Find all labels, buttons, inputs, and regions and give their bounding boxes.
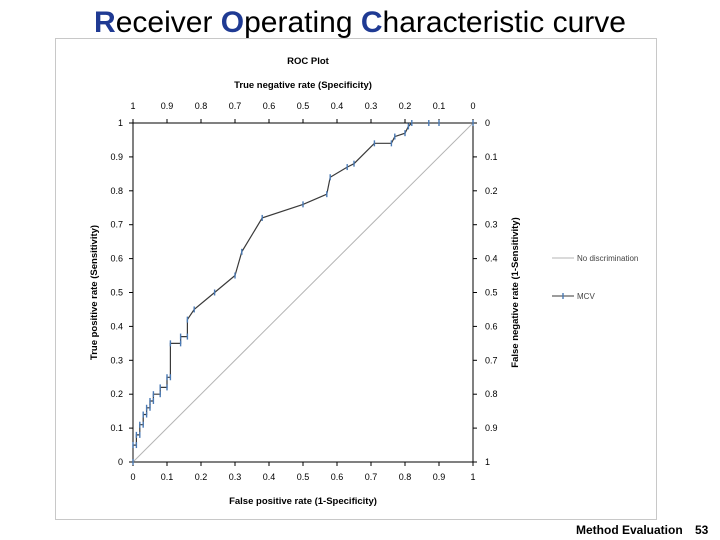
top-tick-label: 0 <box>470 101 475 111</box>
x-tick-label: 0.3 <box>229 472 242 482</box>
right-tick-label: 0.6 <box>485 321 498 331</box>
y-tick-label: 0.9 <box>110 152 123 162</box>
y-tick-label: 0.6 <box>110 254 123 264</box>
roc-figure: 0 1 0 1 0.1 0.9 0.1 0.9 0.2 0.8 0.2 0.8 0.3 0.7 0.3 0.7… <box>55 38 657 520</box>
page-number: 53 <box>695 523 709 537</box>
top-tick-label: 0.7 <box>229 101 242 111</box>
top-tick-label: 0.9 <box>161 101 174 111</box>
x-tick-label: 0.1 <box>161 472 174 482</box>
y-tick-label: 0.8 <box>110 186 123 196</box>
y-tick-label: 1 <box>118 118 123 128</box>
y-tick-label: 0.1 <box>110 423 123 433</box>
top-tick-label: 0.1 <box>433 101 446 111</box>
legend-label-no-discrimination: No discrimination <box>577 254 638 263</box>
right-tick-label: 0.5 <box>485 288 498 298</box>
y-tick-label: 0.3 <box>110 355 123 365</box>
top-tick-label: 1 <box>130 101 135 111</box>
right-tick-label: 0 <box>485 118 490 128</box>
top-tick-label: 0.2 <box>399 101 412 111</box>
x-tick-label: 0.6 <box>331 472 344 482</box>
right-tick-label: 0.9 <box>485 423 498 433</box>
x-tick-label: 0.9 <box>433 472 446 482</box>
top-axis-label: True negative rate (Specificity) <box>234 80 372 91</box>
x-axis-label: False positive rate (1-Specificity) <box>229 496 377 507</box>
no-discrimination-line <box>132 122 474 463</box>
y-tick-label: 0 <box>118 457 123 467</box>
top-tick-label: 0.6 <box>263 101 276 111</box>
y-axis-label: True positive rate (Sensitivity) <box>89 225 100 360</box>
title-part: Characteristic curve <box>360 6 626 39</box>
x-tick-label: 0.8 <box>399 472 412 482</box>
legend-label-mcv: MCV <box>577 292 595 301</box>
x-tick-label: 0.7 <box>365 472 378 482</box>
x-tick-label: 0.2 <box>195 472 208 482</box>
x-tick-label: 1 <box>470 472 475 482</box>
right-tick-label: 0.2 <box>485 186 498 196</box>
right-tick-label: 0.4 <box>485 254 498 264</box>
right-tick-label: 0.3 <box>485 220 498 230</box>
slide-title: Receiver Operating Characteristic curve <box>0 6 720 40</box>
right-tick-label: 0.8 <box>485 389 498 399</box>
x-tick-label: 0.4 <box>263 472 276 482</box>
top-tick-label: 0.8 <box>195 101 208 111</box>
x-tick-label: 0 <box>130 472 135 482</box>
right-tick-label: 1 <box>485 457 490 467</box>
chart-title: ROC Plot <box>287 56 330 67</box>
title-part: Operating <box>220 6 361 39</box>
top-tick-label: 0.3 <box>365 101 378 111</box>
right-tick-label: 0.1 <box>485 152 498 162</box>
right-tick-label: 0.7 <box>485 355 498 365</box>
y-tick-label: 0.2 <box>110 389 123 399</box>
y-tick-label: 0.5 <box>110 288 123 298</box>
footer-label: Method Evaluation <box>576 523 683 537</box>
y-tick-label: 0.4 <box>110 321 123 331</box>
x-tick-label: 0.5 <box>297 472 310 482</box>
roc-chart: 0 1 0 1 0.1 0.9 0.1 0.9 0.2 0.8 0.2 0.8 0.3 0.7 0.3 0.7… <box>89 56 638 507</box>
top-tick-label: 0.5 <box>297 101 310 111</box>
right-axis-label: False negative rate (1-Sensitivity) <box>510 217 521 367</box>
y-tick-label: 0.7 <box>110 220 123 230</box>
top-tick-label: 0.4 <box>331 101 344 111</box>
title-part: Receiver <box>94 6 221 39</box>
